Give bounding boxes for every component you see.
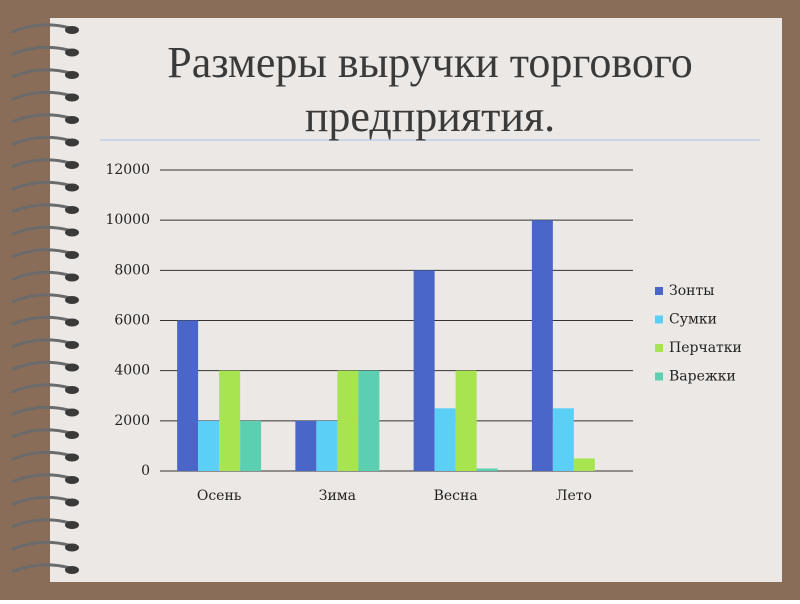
legend-swatch — [655, 372, 663, 381]
spiral-coil — [11, 90, 71, 101]
spiral-coil — [11, 270, 71, 281]
bar — [337, 370, 359, 471]
x-tick-label: Зима — [319, 488, 356, 504]
spiral-coil — [11, 473, 71, 484]
spiral-coil — [11, 68, 71, 79]
bar — [295, 420, 317, 471]
legend-swatch — [655, 315, 663, 324]
spiral-coil — [11, 45, 71, 56]
spiral-coil — [11, 338, 71, 349]
spiral-hole — [65, 296, 79, 304]
bar — [316, 420, 338, 471]
bar — [219, 370, 241, 471]
spiral-hole — [65, 183, 79, 192]
x-tick-label: Осень — [197, 488, 242, 504]
bar — [177, 320, 199, 471]
spiral-hole — [65, 71, 79, 79]
bar — [240, 420, 262, 471]
legend-label: Варежки — [669, 369, 736, 385]
y-tick-label: 8000 — [114, 262, 150, 278]
spiral-hole — [65, 228, 79, 237]
spiral-hole — [65, 138, 79, 147]
spiral-hole — [65, 93, 79, 102]
spiral-coil — [11, 113, 71, 124]
spiral-hole — [65, 48, 79, 57]
y-tick-label: 2000 — [114, 413, 150, 429]
y-tick-label: 6000 — [114, 313, 150, 329]
spiral-binding — [11, 23, 79, 574]
spiral-coil — [11, 248, 71, 259]
legend-swatch — [655, 344, 663, 352]
spiral-hole — [65, 521, 79, 529]
x-tick-label: Лето — [556, 488, 592, 504]
legend-label: Сумки — [669, 312, 717, 328]
bar — [434, 408, 456, 471]
spiral-hole — [65, 453, 79, 462]
spiral-hole — [65, 341, 79, 349]
spiral-coil — [11, 225, 71, 236]
spiral-coil — [11, 360, 71, 371]
bar — [413, 270, 435, 471]
spiral-hole — [65, 206, 79, 214]
spiral-hole — [65, 386, 79, 394]
spiral-coil — [11, 180, 71, 191]
spiral-coil — [11, 383, 71, 394]
legend-label: Зонты — [669, 283, 714, 299]
y-tick-label: 0 — [141, 463, 150, 479]
legend-swatch — [655, 287, 663, 295]
spiral-hole — [65, 318, 79, 327]
spiral-hole — [65, 476, 79, 484]
bar — [531, 220, 553, 471]
spiral-hole — [65, 161, 79, 169]
spiral-coil — [11, 23, 71, 34]
spiral-coil — [11, 405, 71, 416]
x-tick-label: Весна — [434, 488, 478, 504]
spiral-coil — [11, 563, 71, 574]
legend-label: Перчатки — [669, 340, 742, 356]
spiral-hole — [65, 543, 79, 552]
spiral-coil — [11, 158, 71, 169]
spiral-hole — [65, 408, 79, 417]
spiral-coil — [11, 203, 71, 214]
bar — [552, 408, 574, 471]
spiral-coil — [11, 540, 71, 551]
spiral-coil — [11, 135, 71, 146]
spiral-hole — [65, 116, 79, 124]
spiral-hole — [65, 26, 79, 34]
spiral-coil — [11, 495, 71, 506]
page-sheet — [92, 18, 782, 582]
y-tick-label: 10000 — [105, 212, 150, 228]
spiral-hole — [65, 273, 79, 282]
bar — [358, 370, 380, 471]
y-tick-label: 12000 — [105, 162, 150, 178]
bar — [198, 420, 220, 471]
spiral-hole — [65, 363, 79, 372]
bar — [476, 468, 498, 471]
y-tick-label: 4000 — [114, 363, 150, 379]
spiral-hole — [65, 566, 79, 574]
chart-title: Размеры выручки торгового предприятия. — [167, 38, 693, 141]
spiral-hole — [65, 251, 79, 259]
spiral-hole — [65, 498, 79, 507]
spiral-hole — [65, 431, 79, 439]
spiral-coil — [11, 428, 71, 439]
spiral-coil — [11, 293, 71, 304]
bar — [573, 458, 595, 471]
spiral-coil — [11, 518, 71, 529]
bar — [455, 370, 477, 471]
spiral-coil — [11, 450, 71, 461]
spiral-coil — [11, 315, 71, 326]
